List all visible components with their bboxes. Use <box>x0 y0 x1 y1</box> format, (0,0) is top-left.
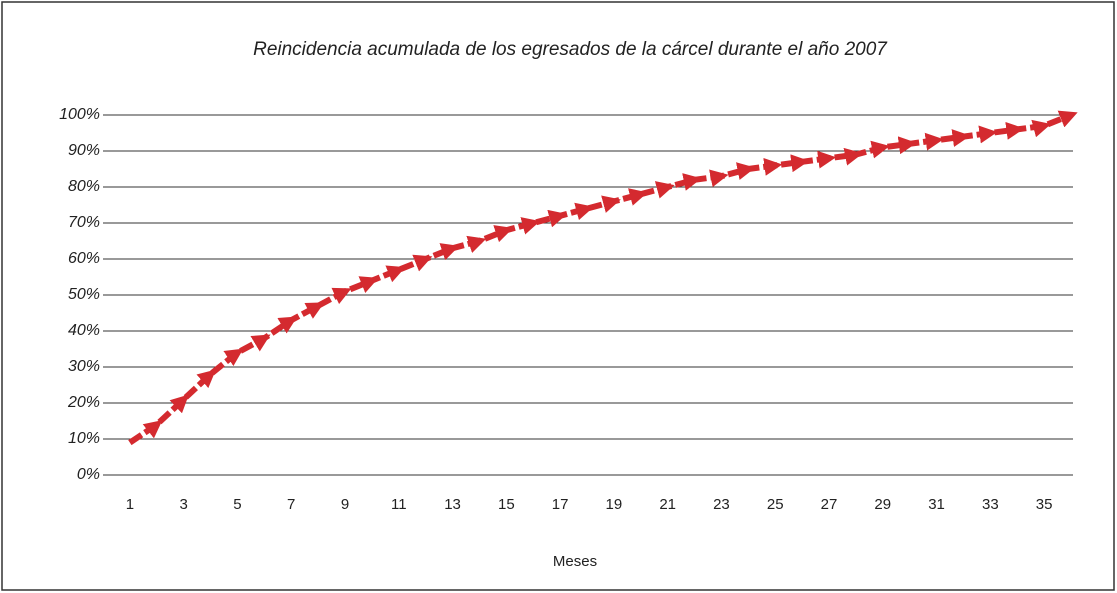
x-tick-label: 11 <box>391 496 407 513</box>
x-axis-label: Meses <box>553 553 597 570</box>
chart-title: Reincidencia acumulada de los egresados … <box>253 39 888 60</box>
y-tick-label: 80% <box>68 178 100 195</box>
y-tick-label: 20% <box>67 394 100 411</box>
x-tick-label: 17 <box>552 496 569 513</box>
y-tick-label: 90% <box>68 142 100 159</box>
y-tick-label: 40% <box>68 322 100 339</box>
x-tick-label: 5 <box>233 496 241 513</box>
x-tick-label: 1 <box>126 496 134 513</box>
x-tick-label: 9 <box>341 496 349 513</box>
x-tick-label: 3 <box>179 496 187 513</box>
x-tick-label: 31 <box>928 496 945 513</box>
y-tick-label: 10% <box>68 430 100 447</box>
y-tick-label: 60% <box>68 250 100 267</box>
x-tick-label: 19 <box>606 496 623 513</box>
y-tick-label: 30% <box>68 358 100 375</box>
y-tick-label: 100% <box>59 106 100 123</box>
x-tick-label: 35 <box>1036 496 1053 513</box>
x-tick-label: 21 <box>659 496 676 513</box>
y-tick-label: 50% <box>68 286 100 303</box>
x-tick-label: 23 <box>713 496 730 513</box>
y-tick-label: 70% <box>68 214 100 231</box>
x-tick-label: 27 <box>821 496 838 513</box>
x-tick-label: 29 <box>874 496 891 513</box>
x-tick-label: 13 <box>444 496 461 513</box>
x-tick-label: 33 <box>982 496 999 513</box>
x-tick-label: 15 <box>498 496 515 513</box>
x-tick-label: 7 <box>287 496 295 513</box>
x-tick-label: 25 <box>767 496 784 513</box>
data-line <box>128 110 1078 446</box>
y-tick-label: 0% <box>77 466 100 483</box>
